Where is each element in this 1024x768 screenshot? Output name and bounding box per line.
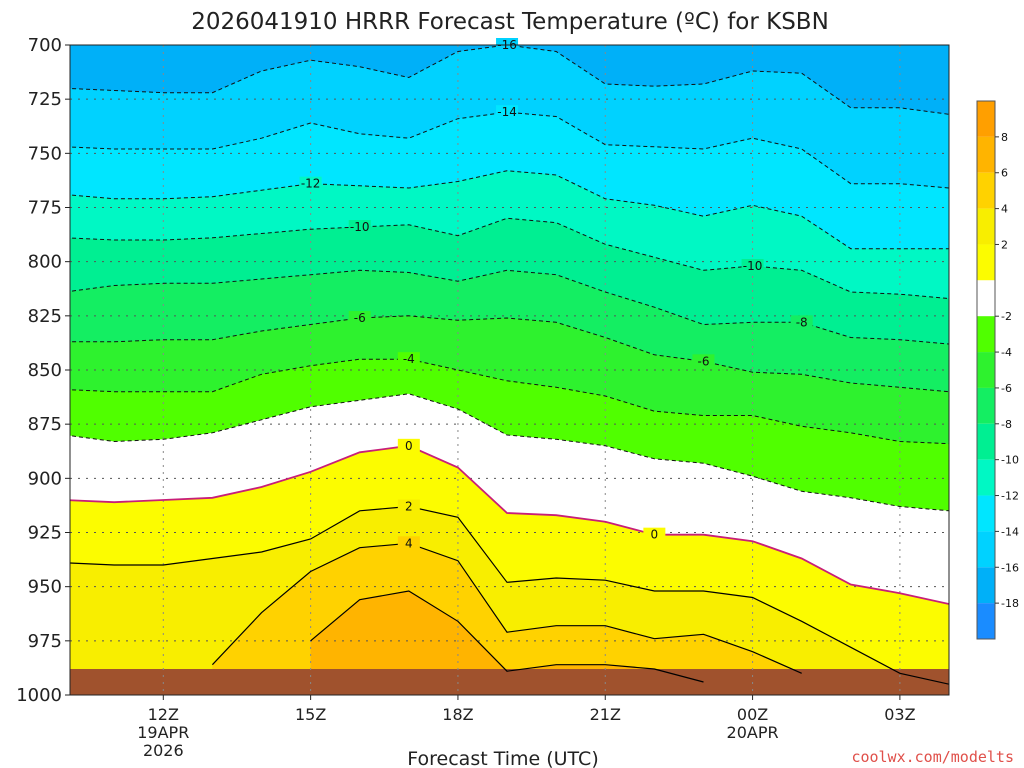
chart-title: 2026041910 HRRR Forecast Temperature (ºC… bbox=[191, 9, 829, 35]
ground-fill bbox=[70, 669, 949, 695]
y-tick-1000: 1000 bbox=[16, 685, 62, 706]
temperature-bands bbox=[70, 45, 949, 695]
colorbar-tick-6: 6 bbox=[1001, 167, 1008, 180]
colorbar-band--6 bbox=[977, 352, 995, 388]
isotherm-label--10: -10 bbox=[348, 220, 371, 234]
isotherm-label--8: -8 bbox=[790, 315, 813, 329]
svg-text:-6: -6 bbox=[354, 311, 366, 325]
x-tick-00Z: 00Z bbox=[737, 705, 768, 724]
y-tick-825: 825 bbox=[28, 306, 62, 327]
svg-text:-10: -10 bbox=[350, 220, 370, 234]
colorbar-band--10 bbox=[977, 423, 995, 460]
y-tick-750: 750 bbox=[28, 143, 62, 164]
x-tick-year-12Z: 2026 bbox=[143, 741, 184, 760]
isotherm-label-0-right: 0 bbox=[643, 527, 666, 542]
colorbar-band-0 bbox=[977, 244, 995, 281]
isotherm-label--4: -4 bbox=[397, 352, 420, 366]
y-tick-700: 700 bbox=[28, 35, 62, 56]
x-tick-21Z: 21Z bbox=[590, 705, 621, 724]
ground-layer bbox=[70, 669, 949, 695]
svg-text:-8: -8 bbox=[796, 315, 808, 329]
svg-text:2: 2 bbox=[405, 500, 413, 514]
isotherm-label--6: -6 bbox=[348, 311, 371, 325]
x-tick-15Z: 15Z bbox=[295, 705, 326, 724]
isotherm--4 bbox=[70, 358, 949, 445]
y-axis: 700 725 750 775 800 825 850 875 900 925 950 975 1000 bbox=[16, 35, 70, 706]
colorbar-band-8 bbox=[977, 101, 995, 137]
x-tick-date-12Z: 19APR bbox=[137, 723, 189, 742]
y-tick-850: 850 bbox=[28, 360, 62, 381]
colorbar-tick--4: -4 bbox=[1001, 346, 1012, 359]
colorbar-band-4 bbox=[977, 172, 995, 209]
colorbar-band--4 bbox=[977, 316, 995, 353]
colorbar-tick--18: -18 bbox=[1001, 597, 1019, 610]
x-axis-label: Forecast Time (UTC) bbox=[407, 748, 598, 768]
colorbar-band--12 bbox=[977, 459, 995, 496]
colorbar-frame bbox=[976, 100, 996, 640]
isotherm-4 bbox=[211, 542, 802, 674]
isotherm-label-4: 4 bbox=[397, 536, 420, 550]
y-tick-900: 900 bbox=[28, 468, 62, 489]
isotherm--6 bbox=[70, 315, 949, 393]
isotherm--16 bbox=[70, 45, 949, 115]
isotherm-label--12: -12 bbox=[299, 176, 322, 191]
colorbar-band--16 bbox=[977, 531, 995, 568]
isotherm--12 bbox=[70, 170, 949, 250]
colorbar-tick-8: 8 bbox=[1001, 131, 1008, 144]
y-tick-875: 875 bbox=[28, 414, 62, 435]
colorbar-band--8 bbox=[977, 387, 995, 424]
colorbar-tick--10: -10 bbox=[1001, 454, 1019, 467]
isotherm-6 bbox=[310, 590, 704, 683]
svg-text:-12: -12 bbox=[301, 177, 321, 191]
colorbar-tick--14: -14 bbox=[1001, 525, 1019, 538]
svg-text:-10: -10 bbox=[743, 259, 763, 273]
x-tick-18Z: 18Z bbox=[442, 705, 473, 724]
colorbar-tick--12: -12 bbox=[1001, 490, 1019, 503]
svg-text:-14: -14 bbox=[497, 105, 517, 119]
y-tick-925: 925 bbox=[28, 523, 62, 544]
colorbar-band--14 bbox=[977, 495, 995, 532]
colorbar-tick--16: -16 bbox=[1001, 561, 1019, 574]
y-tick-950: 950 bbox=[28, 577, 62, 598]
isotherm--8 bbox=[70, 269, 949, 345]
colorbar: 8 6 4 2 -2 -4 -6 -8 -10 -12 -14 -16 -18 bbox=[976, 100, 1019, 640]
svg-text:0: 0 bbox=[651, 528, 659, 542]
isotherm--2 bbox=[70, 393, 949, 512]
credit-text: coolwx.com/modelts bbox=[851, 748, 1014, 766]
colorbar-tick--6: -6 bbox=[1001, 382, 1012, 395]
isotherm-label--14: -14 bbox=[496, 105, 519, 119]
isotherm-label--6-right: -6 bbox=[692, 354, 715, 368]
isotherm-label-2: 2 bbox=[397, 499, 420, 514]
svg-text:4: 4 bbox=[405, 536, 413, 550]
colorbar-band-6 bbox=[977, 136, 995, 173]
isotherm-label--10-right: -10 bbox=[741, 259, 764, 273]
colorbar-tick-4: 4 bbox=[1001, 203, 1008, 216]
y-tick-975: 975 bbox=[28, 631, 62, 652]
colorbar-tick-2: 2 bbox=[1001, 238, 1008, 251]
isotherm--10 bbox=[70, 217, 949, 299]
isotherm-0 bbox=[70, 444, 949, 605]
isotherm-label-0: 0 bbox=[397, 438, 420, 453]
y-tick-775: 775 bbox=[28, 198, 62, 219]
colorbar-band-2 bbox=[977, 208, 995, 245]
y-tick-725: 725 bbox=[28, 89, 62, 110]
svg-text:-4: -4 bbox=[403, 352, 415, 366]
colorbar-band--2 bbox=[977, 280, 995, 317]
x-tick-12Z: 12Z bbox=[148, 705, 179, 724]
isotherm-2 bbox=[70, 505, 949, 685]
x-tick-date-00Z: 20APR bbox=[727, 723, 779, 742]
svg-text:-6: -6 bbox=[697, 354, 709, 368]
x-tick-03Z: 03Z bbox=[884, 705, 915, 724]
colorbar-tick--8: -8 bbox=[1001, 418, 1012, 431]
colorbar-band--20 bbox=[977, 603, 995, 639]
colorbar-tick--2: -2 bbox=[1001, 310, 1012, 323]
y-tick-800: 800 bbox=[28, 252, 62, 273]
svg-text:0: 0 bbox=[405, 439, 413, 453]
colorbar-band--18 bbox=[977, 567, 995, 604]
